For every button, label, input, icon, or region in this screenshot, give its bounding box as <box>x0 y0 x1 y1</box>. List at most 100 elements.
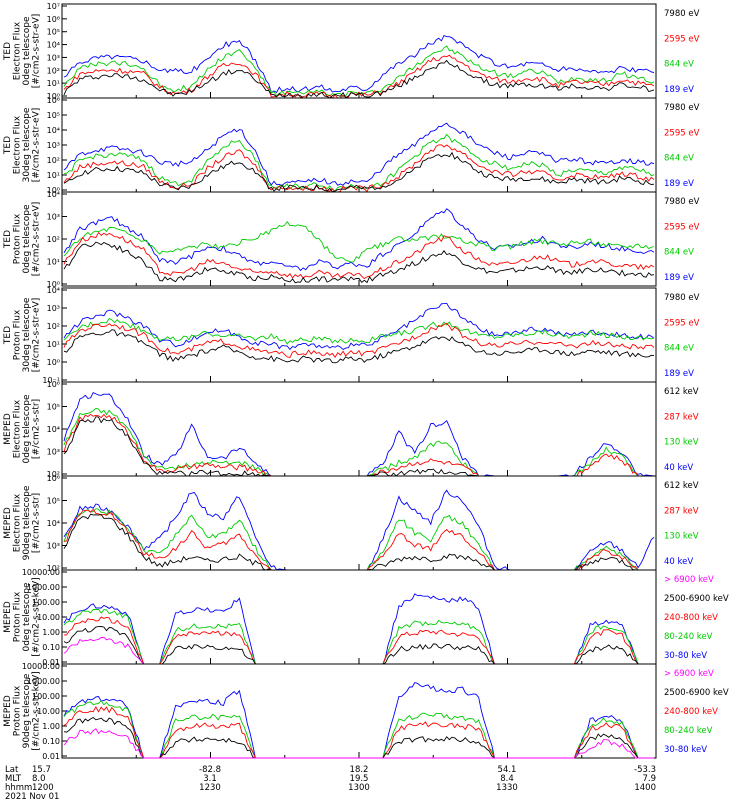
x-label-mlt: 7.9 <box>642 774 656 784</box>
legend-entry: 2595 eV <box>664 128 700 138</box>
y-tick-label: 10⁰ <box>47 186 60 195</box>
legend-entry: 40 keV <box>664 463 693 473</box>
legend-entry: 612 keV <box>664 481 699 491</box>
series-line-2595-ev <box>63 231 655 280</box>
x-label-hhmm: 1230 <box>199 783 221 793</box>
legend-entry: 130 keV <box>664 438 699 448</box>
y-tick-label: 10⁶ <box>47 96 60 105</box>
y-axis-title-line: TED <box>3 326 13 345</box>
y-tick-label: 10³ <box>47 213 60 222</box>
y-axis-title-line: [#/cm2-s-str-eV] <box>32 14 42 89</box>
panel-8: 10000.001000.00100.0010.001.000.100.01ME… <box>3 662 729 761</box>
series-line-612-kev <box>63 416 654 477</box>
series-line-7980-ev <box>63 241 655 284</box>
legend-entry: > 6900 keV <box>664 669 714 679</box>
x-label-lat: 18.2 <box>350 765 369 775</box>
legend-entry: 130 keV <box>664 532 699 542</box>
legend-entry: 287 keV <box>664 506 699 516</box>
y-axis-title: MEPEDProton Flux0deg telescope[#/cm2-s-s… <box>3 577 42 656</box>
series-line-287-kev <box>63 508 654 571</box>
panel-frame <box>61 569 657 665</box>
y-axis-title-line: 30deg telescope <box>22 297 32 372</box>
panel-3: 10⁰ 10¹ 10² 10³ 10⁴ TEDProton Flux0deg telesc… <box>3 190 700 289</box>
x-label-mlt: 19.5 <box>350 774 369 784</box>
series-line-2595-ev <box>63 322 655 359</box>
y-axis-title-line: Electron Flux <box>13 115 23 174</box>
y-axis-title-line: Electron Flux <box>13 493 23 552</box>
y-tick-label: 10000.00 <box>22 568 60 577</box>
legend-entry: 7980 eV <box>664 197 700 207</box>
legend-entry: 7980 eV <box>664 293 700 303</box>
series-line-287-kev <box>63 413 654 477</box>
panel-1: 10⁰ 10¹ 10² 10³ 10⁴ 10⁵ 10⁶ 10⁷ TEDElectron Flux… <box>3 2 700 101</box>
x-label-hhmm: 1330 <box>496 783 518 793</box>
panel-6: 10² 10³ 10⁴ 10⁵ 10⁶ MEPEDElectron Flux90deg t… <box>3 474 699 573</box>
series-line-189-ev <box>63 122 655 187</box>
y-tick-label: 10000.00 <box>22 662 60 671</box>
mlt-row-label: MLT <box>5 774 22 784</box>
x-label-lat: -82.8 <box>199 765 221 775</box>
panel-frame <box>61 3 657 99</box>
y-tick-label: 10⁰ <box>47 280 60 289</box>
y-tick-label: 10⁵ <box>47 403 60 412</box>
y-tick-label: 10¹ <box>47 340 60 349</box>
series-line-40-kev <box>63 489 655 571</box>
y-axis-title-line: Proton Flux <box>13 685 23 736</box>
legend-entry: 2500-6900 keV <box>664 688 729 698</box>
series-line-130-kev <box>63 508 654 571</box>
y-tick-label: 10⁵ <box>47 28 60 37</box>
y-axis-title-line: 30deg telescope <box>22 107 32 182</box>
y-axis-title-line: MEPED <box>3 507 13 539</box>
y-tick-label: 10.00 <box>37 707 60 716</box>
legend-entry: 7980 eV <box>664 9 700 19</box>
y-tick-label: 10⁰ <box>47 358 60 367</box>
y-tick-label: 10³ <box>47 141 60 150</box>
y-tick-label: 100.00 <box>32 692 60 701</box>
y-axis-title: TEDElectron Flux0deg telescope[#/cm2-s-s… <box>3 14 42 89</box>
legend-entry: 287 keV <box>664 412 699 422</box>
y-tick-label: 10⁵ <box>47 111 60 120</box>
y-tick-label: 10⁵ <box>47 497 60 506</box>
y-tick-label: 10⁴ <box>47 41 60 50</box>
series-line-2595-ev <box>63 144 655 193</box>
y-axis-title: TEDProton Flux0deg telescope[#/cm2-s-str… <box>3 202 42 277</box>
y-axis-title-line: TED <box>3 230 13 249</box>
y-axis-title-line: 0deg telescope <box>22 582 32 652</box>
y-tick-label: 1.00 <box>42 722 60 731</box>
y-tick-label: 1000.00 <box>27 677 60 686</box>
y-axis-title-line: [#/cm2-s-str-eV] <box>32 108 42 183</box>
series-line-2500-6900-kev <box>63 716 654 759</box>
panel-frame <box>61 475 657 571</box>
panel-frame <box>61 287 657 383</box>
x-label-lat: 54.1 <box>498 765 517 775</box>
legend-entry: > 6900 keV <box>664 575 714 585</box>
legend-entry: 80-240 keV <box>664 726 713 736</box>
series-line-80-240-kev <box>63 699 654 759</box>
y-axis-title-line: [#/cm2-s-str-keV] <box>32 577 42 656</box>
y-axis-title: MEPEDProton Flux90deg telescope[#/cm2-s-… <box>3 671 42 750</box>
series-line-189-ev <box>63 302 655 351</box>
legend-entry: 2595 eV <box>664 318 700 328</box>
y-tick-label: 1.00 <box>42 628 60 637</box>
y-axis-title-line: 0deg telescope <box>22 394 32 464</box>
legend-entry: 30-80 keV <box>664 745 707 755</box>
legend-entry: 2500-6900 keV <box>664 594 729 604</box>
x-label-hhmm: 1400 <box>634 783 656 793</box>
series-line-240-800-kev <box>63 705 654 759</box>
panel-frame <box>61 663 657 759</box>
y-tick-label: 10³ <box>47 304 60 313</box>
legend-entry: 189 eV <box>664 273 694 283</box>
x-label-lat: 15.7 <box>32 765 51 775</box>
y-tick-label: 10⁶ <box>47 15 60 24</box>
series-line-844-ev <box>63 220 655 263</box>
legend-entry: 189 eV <box>664 179 694 189</box>
series-line-189-ev <box>63 208 655 272</box>
legend-entry: 30-80 keV <box>664 651 707 661</box>
y-axis-title-line: Proton Flux <box>13 213 23 264</box>
series-line-240-800-kev <box>63 616 654 665</box>
y-tick-label: 10⁴ <box>47 190 60 199</box>
y-tick-label: 10¹ <box>47 171 60 180</box>
series-line-30-80-kev <box>63 593 654 665</box>
